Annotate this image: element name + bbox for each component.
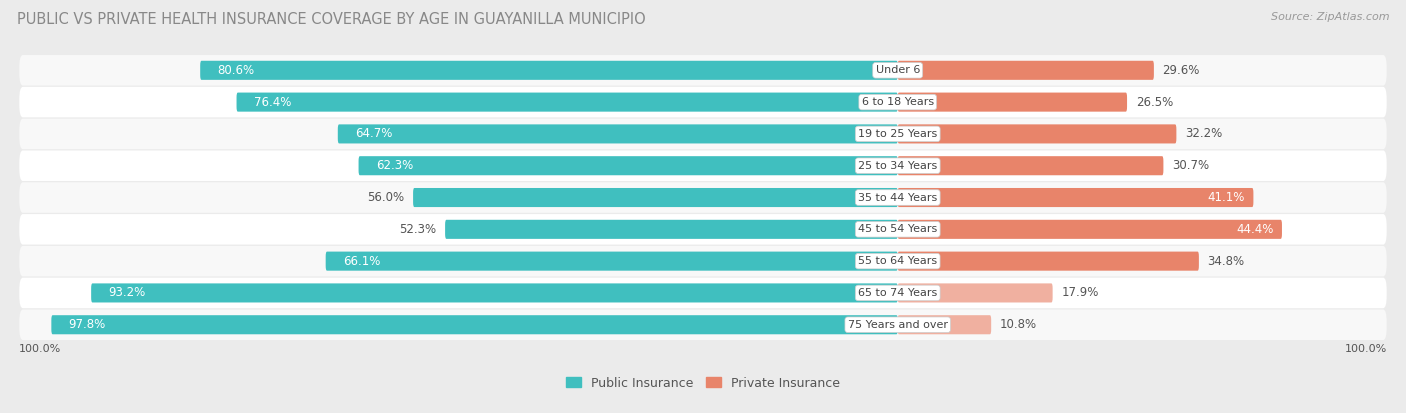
FancyBboxPatch shape: [446, 220, 897, 239]
FancyBboxPatch shape: [897, 61, 1154, 80]
Text: 100.0%: 100.0%: [20, 344, 62, 354]
FancyBboxPatch shape: [897, 283, 1053, 302]
FancyBboxPatch shape: [413, 188, 897, 207]
Text: 10.8%: 10.8%: [1000, 318, 1038, 331]
FancyBboxPatch shape: [20, 55, 1386, 85]
Text: 76.4%: 76.4%: [254, 95, 291, 109]
FancyBboxPatch shape: [897, 188, 1253, 207]
FancyBboxPatch shape: [326, 252, 897, 271]
Text: 56.0%: 56.0%: [367, 191, 405, 204]
FancyBboxPatch shape: [20, 278, 1386, 308]
Text: 26.5%: 26.5%: [1136, 95, 1173, 109]
FancyBboxPatch shape: [20, 309, 1386, 340]
FancyBboxPatch shape: [200, 61, 897, 80]
Text: PUBLIC VS PRIVATE HEALTH INSURANCE COVERAGE BY AGE IN GUAYANILLA MUNICIPIO: PUBLIC VS PRIVATE HEALTH INSURANCE COVER…: [17, 12, 645, 27]
Text: Source: ZipAtlas.com: Source: ZipAtlas.com: [1271, 12, 1389, 22]
FancyBboxPatch shape: [897, 124, 1177, 143]
Text: 25 to 34 Years: 25 to 34 Years: [858, 161, 938, 171]
Text: 19 to 25 Years: 19 to 25 Years: [858, 129, 938, 139]
FancyBboxPatch shape: [236, 93, 897, 112]
FancyBboxPatch shape: [20, 182, 1386, 213]
FancyBboxPatch shape: [20, 87, 1386, 117]
Text: 41.1%: 41.1%: [1208, 191, 1244, 204]
Text: 66.1%: 66.1%: [343, 255, 381, 268]
Text: 64.7%: 64.7%: [356, 128, 392, 140]
FancyBboxPatch shape: [897, 93, 1128, 112]
Text: 32.2%: 32.2%: [1185, 128, 1222, 140]
Text: Under 6: Under 6: [876, 65, 920, 75]
Text: 30.7%: 30.7%: [1173, 159, 1209, 172]
FancyBboxPatch shape: [897, 252, 1199, 271]
Text: 44.4%: 44.4%: [1236, 223, 1274, 236]
FancyBboxPatch shape: [52, 315, 897, 334]
FancyBboxPatch shape: [897, 220, 1282, 239]
Text: 97.8%: 97.8%: [69, 318, 105, 331]
FancyBboxPatch shape: [20, 150, 1386, 181]
Text: 29.6%: 29.6%: [1163, 64, 1199, 77]
FancyBboxPatch shape: [20, 119, 1386, 149]
Text: 34.8%: 34.8%: [1208, 255, 1244, 268]
Text: 55 to 64 Years: 55 to 64 Years: [858, 256, 938, 266]
Text: 6 to 18 Years: 6 to 18 Years: [862, 97, 934, 107]
Text: 35 to 44 Years: 35 to 44 Years: [858, 192, 938, 202]
FancyBboxPatch shape: [897, 315, 991, 334]
Text: 93.2%: 93.2%: [108, 287, 146, 299]
FancyBboxPatch shape: [337, 124, 897, 143]
Text: 65 to 74 Years: 65 to 74 Years: [858, 288, 938, 298]
Text: 45 to 54 Years: 45 to 54 Years: [858, 224, 938, 234]
Text: 17.9%: 17.9%: [1062, 287, 1098, 299]
FancyBboxPatch shape: [20, 214, 1386, 244]
FancyBboxPatch shape: [20, 246, 1386, 276]
FancyBboxPatch shape: [91, 283, 897, 302]
Legend: Public Insurance, Private Insurance: Public Insurance, Private Insurance: [561, 372, 845, 394]
Text: 62.3%: 62.3%: [375, 159, 413, 172]
Text: 52.3%: 52.3%: [399, 223, 436, 236]
Text: 80.6%: 80.6%: [218, 64, 254, 77]
Text: 100.0%: 100.0%: [1344, 344, 1386, 354]
Text: 75 Years and over: 75 Years and over: [848, 320, 948, 330]
FancyBboxPatch shape: [897, 156, 1163, 175]
FancyBboxPatch shape: [359, 156, 897, 175]
